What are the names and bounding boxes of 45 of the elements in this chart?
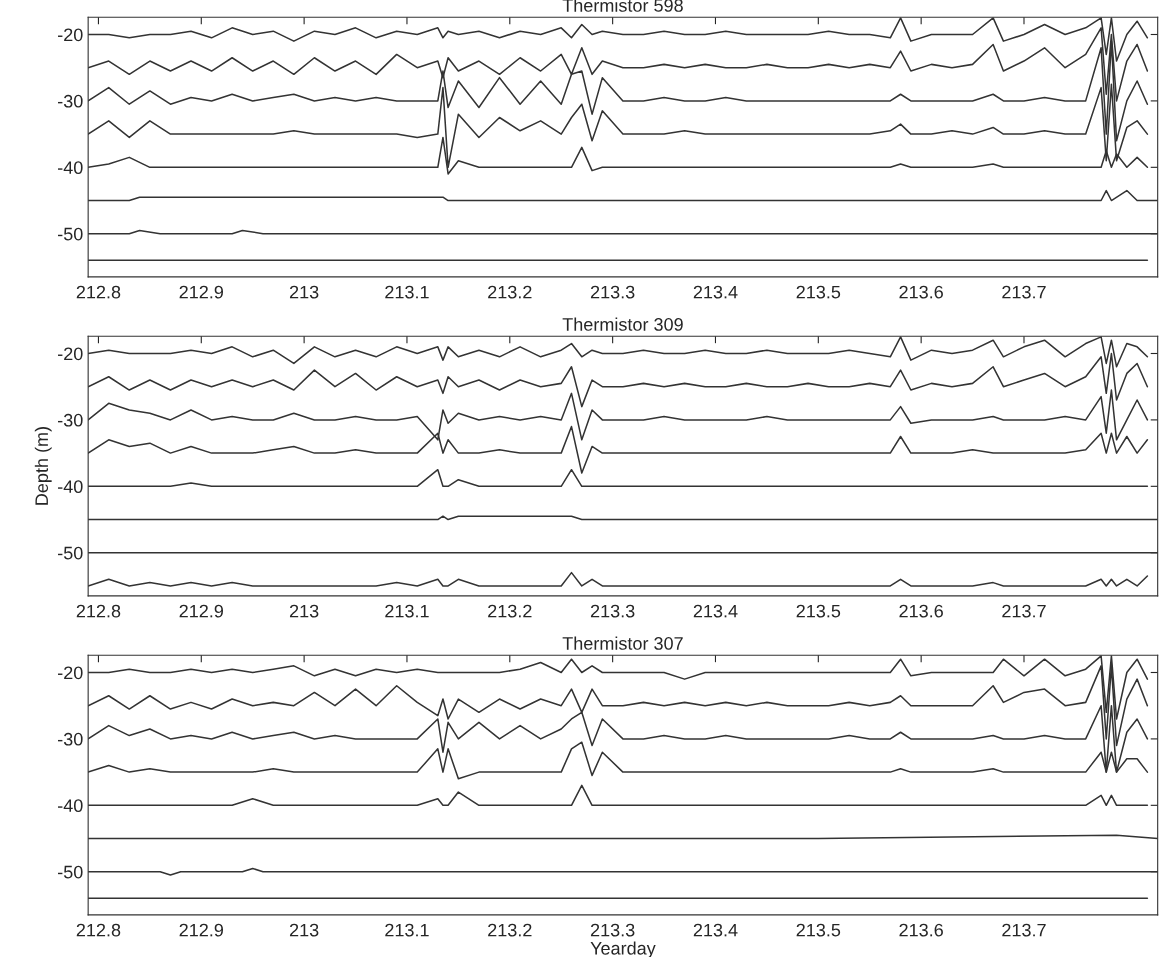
y-tick-label: -20 xyxy=(58,347,83,361)
x-tick-label: 213 xyxy=(289,923,319,937)
x-tick-label: 212.8 xyxy=(76,285,121,299)
y-tick-label: -20 xyxy=(58,666,83,680)
x-tick-label: 213.4 xyxy=(693,285,738,299)
x-tick-label: 213.6 xyxy=(899,923,943,937)
x-tick-label: 212.8 xyxy=(76,604,121,618)
y-tick-label: -40 xyxy=(58,480,83,494)
y-tick-label: -40 xyxy=(58,161,83,175)
y-tick-label: -20 xyxy=(58,28,83,42)
y-tick-label: -50 xyxy=(58,227,83,241)
y-tick-label: -30 xyxy=(58,732,83,746)
chart-title: Thermistor 309 xyxy=(562,317,683,331)
x-tick-label: 213.2 xyxy=(488,285,532,299)
x-tick-label: 212.9 xyxy=(179,285,224,299)
y-axis-title: Depth (m) xyxy=(34,427,52,505)
x-tick-label: 213.3 xyxy=(590,923,635,937)
x-tick-label: 213.7 xyxy=(1002,923,1046,937)
x-tick-label: 213.7 xyxy=(1002,604,1046,618)
x-tick-label: 213.5 xyxy=(796,923,841,937)
x-tick-label: 213.1 xyxy=(385,604,429,618)
x-tick-label: 213.5 xyxy=(796,604,841,618)
chart-title: Thermistor 307 xyxy=(562,636,683,650)
x-tick-label: 213.7 xyxy=(1002,285,1046,299)
x-tick-label: 213.1 xyxy=(385,923,429,937)
x-tick-label: 212.9 xyxy=(179,604,224,618)
x-tick-label: 213.1 xyxy=(385,285,429,299)
x-tick-label: 213.5 xyxy=(796,285,841,299)
y-tick-label: -30 xyxy=(58,94,83,108)
y-tick-label: -30 xyxy=(58,413,83,427)
y-tick-label: -40 xyxy=(58,799,83,813)
x-tick-label: 213.6 xyxy=(899,604,943,618)
x-tick-label: 213 xyxy=(289,604,319,618)
x-tick-label: 212.9 xyxy=(179,923,224,937)
x-tick-label: 213.4 xyxy=(693,923,738,937)
x-tick-label: 213.2 xyxy=(488,923,532,937)
y-tick-label: -50 xyxy=(58,865,83,879)
x-tick-label: 213.4 xyxy=(693,604,738,618)
x-tick-label: 213.2 xyxy=(488,604,532,618)
x-tick-label: 213.3 xyxy=(590,604,635,618)
x-tick-label: 213 xyxy=(289,285,319,299)
x-tick-label: 212.8 xyxy=(76,923,121,937)
x-tick-label: 213.3 xyxy=(590,285,635,299)
x-tick-label: 213.6 xyxy=(899,285,943,299)
y-tick-label: -50 xyxy=(58,546,83,560)
